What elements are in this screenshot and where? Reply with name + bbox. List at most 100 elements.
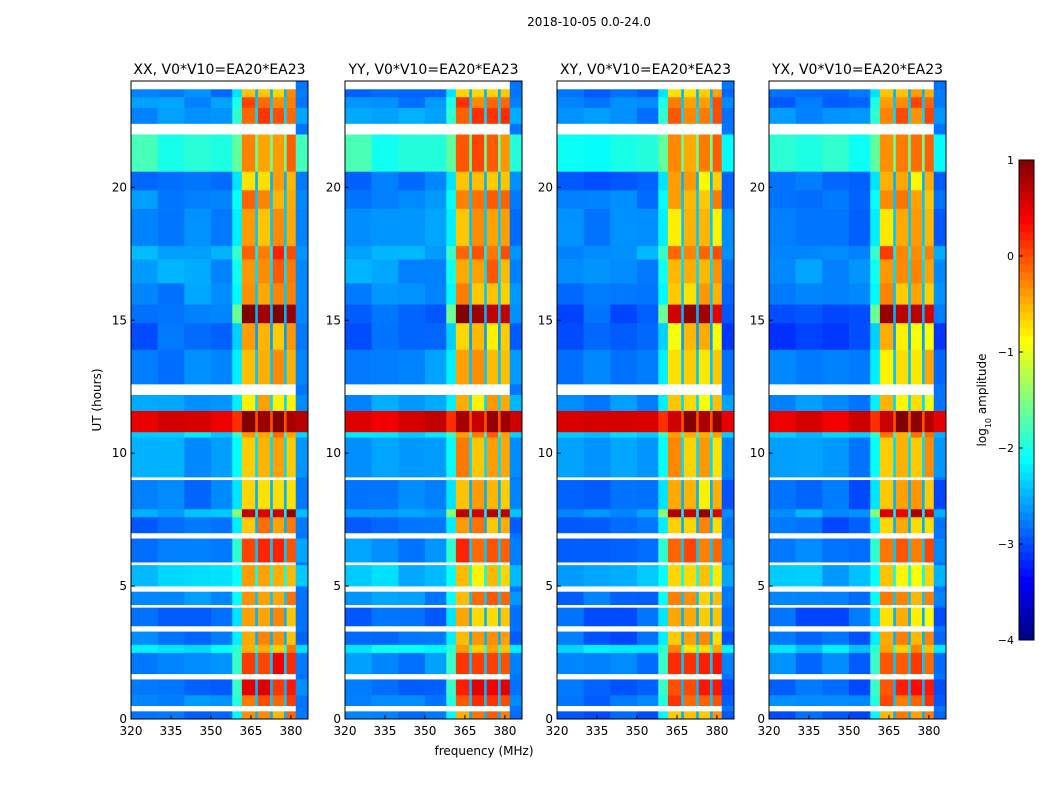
heatmap-cell <box>184 384 212 395</box>
heatmap-cell <box>895 508 909 518</box>
heatmap-cell <box>471 259 485 284</box>
heatmap-cell <box>557 431 584 438</box>
heatmap-cell <box>636 564 659 587</box>
heatmap-cell <box>509 283 523 305</box>
heatmap-cell <box>486 81 499 90</box>
y-tick-label: 5 <box>119 579 127 593</box>
heatmap-cell <box>398 384 426 395</box>
heatmap-cell <box>184 410 212 433</box>
heatmap-cell <box>270 107 274 124</box>
heatmap-cell <box>683 107 697 124</box>
heatmap-cell <box>908 107 912 124</box>
heatmap-cell <box>681 644 685 653</box>
heatmap-cell <box>184 607 212 627</box>
heatmap-cell <box>446 283 457 305</box>
plot-frame <box>556 80 735 720</box>
heatmap-cell <box>710 134 713 172</box>
heatmap-cell <box>910 431 923 438</box>
heatmap-cell <box>769 586 796 592</box>
heatmap-cell <box>795 532 823 539</box>
heatmap-cell <box>922 564 925 587</box>
heatmap-cell <box>469 532 473 539</box>
heatmap-cell <box>241 171 256 191</box>
heatmap-cell <box>583 477 611 481</box>
heatmap-cell <box>498 208 501 247</box>
heatmap-cell <box>893 516 897 534</box>
heatmap-cell <box>469 607 473 627</box>
heatmap-cell <box>893 625 897 632</box>
heatmap-cell <box>822 410 850 433</box>
heatmap-cell <box>822 711 850 720</box>
heatmap-cell <box>284 532 287 539</box>
heatmap-cell <box>455 532 470 539</box>
heatmap-cell <box>908 516 912 534</box>
heatmap-cell <box>270 304 274 324</box>
heatmap-cell <box>241 107 256 124</box>
heatmap-cell <box>509 695 523 707</box>
heatmap-cell <box>469 410 473 433</box>
heatmap-cell <box>908 384 912 395</box>
heatmap-cell <box>696 586 700 592</box>
heatmap-cell <box>681 516 685 534</box>
heatmap-cell <box>908 283 912 305</box>
heatmap-cell <box>184 711 212 720</box>
heatmap-cell <box>255 508 259 518</box>
heatmap-cell <box>270 625 274 632</box>
heatmap-cell <box>371 705 399 712</box>
heatmap-cell <box>683 81 697 90</box>
heatmap-cell <box>295 705 309 712</box>
heatmap-cell <box>446 652 457 675</box>
heatmap-cell <box>455 516 470 534</box>
heatmap-cell <box>795 625 823 632</box>
heatmap-cell <box>286 705 297 712</box>
heatmap-cell <box>286 384 297 395</box>
heatmap-cell <box>698 652 711 675</box>
heatmap-cell <box>455 171 470 191</box>
heatmap-cell <box>895 477 909 481</box>
heatmap-cell <box>721 705 735 712</box>
heatmap-cell <box>131 123 158 135</box>
heatmap-cell <box>210 88 233 98</box>
heatmap-cell <box>557 410 584 433</box>
heatmap-cell <box>908 437 912 478</box>
heatmap-cell <box>910 604 923 608</box>
heatmap-cell <box>184 695 212 707</box>
heatmap-cell <box>284 711 287 720</box>
heatmap-cell <box>398 123 426 135</box>
colorbar-segment <box>1019 208 1034 217</box>
colorbar-segment <box>1019 328 1034 337</box>
heatmap-cell <box>710 591 713 605</box>
heatmap-cell <box>157 644 185 653</box>
heatmap-cell <box>157 394 185 411</box>
heatmap-cell <box>486 625 499 632</box>
heatmap-cell <box>933 107 947 124</box>
heatmap-cell <box>712 631 723 645</box>
heatmap-cell <box>636 538 659 563</box>
heatmap-cell <box>681 245 685 260</box>
heatmap-cell <box>398 304 426 324</box>
heatmap-cell <box>698 673 711 680</box>
heatmap-cell <box>667 394 682 411</box>
heatmap-cell <box>696 516 700 534</box>
heatmap-cell <box>610 711 638 720</box>
heatmap-cell <box>879 479 894 510</box>
heatmap-cell <box>255 586 259 592</box>
heatmap-cell <box>922 81 925 90</box>
heatmap-cell <box>610 591 638 605</box>
heatmap-cell <box>295 245 309 260</box>
heatmap-cell <box>895 431 909 438</box>
heatmap-cell <box>933 625 947 632</box>
heatmap-cell <box>498 532 501 539</box>
heatmap-cell <box>557 532 584 539</box>
heatmap-cell <box>424 562 447 566</box>
heatmap-cell <box>486 123 499 135</box>
heatmap-cell <box>509 711 523 720</box>
heatmap-cell <box>895 134 909 172</box>
heatmap-cell <box>924 134 935 172</box>
heatmap-cell <box>696 304 700 324</box>
panel-title: YX, V0*V10=EA20*EA23 <box>771 62 943 78</box>
heatmap-cell <box>255 516 259 534</box>
heatmap-cell <box>879 705 894 712</box>
heatmap-cell <box>667 96 682 108</box>
